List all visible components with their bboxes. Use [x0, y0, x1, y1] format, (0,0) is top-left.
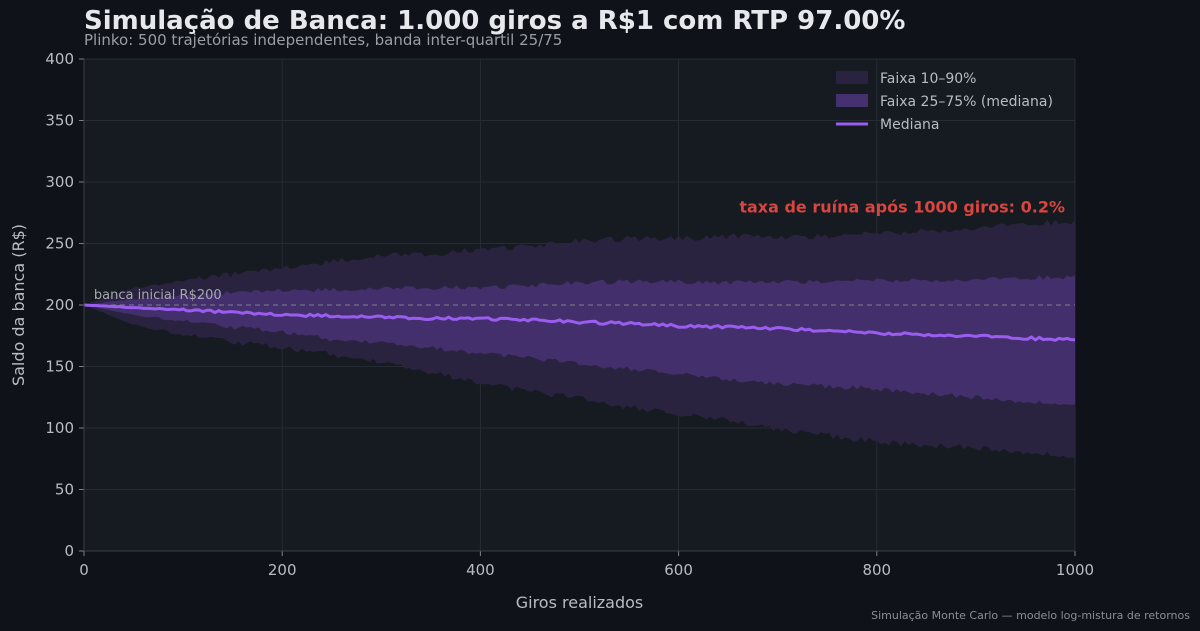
legend-label: Faixa 10–90%: [880, 71, 976, 87]
y-tick-label: 300: [45, 173, 74, 191]
x-axis-title: Giros realizados: [516, 593, 644, 612]
y-tick-label: 350: [45, 112, 74, 130]
y-tick-label: 0: [64, 542, 74, 560]
reference-line-label: banca inicial R$200: [94, 288, 222, 303]
median-line: [83, 303, 1076, 342]
legend-label: Faixa 25–75% (mediana): [880, 94, 1053, 110]
chart-title: Simulação de Banca: 1.000 giros a R$1 co…: [84, 6, 906, 36]
y-tick-label: 250: [45, 235, 74, 253]
y-axis-title: Saldo da banca (R$): [9, 224, 28, 386]
legend-label: Mediana: [880, 117, 940, 133]
x-tick-label: 0: [79, 561, 89, 579]
band-25-75: [84, 275, 1075, 406]
chart-subtitle: Plinko: 500 trajetórias independentes, b…: [84, 31, 563, 49]
x-tick-label: 600: [664, 561, 693, 579]
x-tick-label: 400: [466, 561, 495, 579]
y-tick-label: 400: [45, 50, 74, 68]
ruin-rate-annotation: taxa de ruína após 1000 giros: 0.2%: [739, 198, 1065, 217]
x-tick-label: 200: [268, 561, 297, 579]
footer-note: Simulação Monte Carlo — modelo log-mistu…: [871, 609, 1190, 622]
y-tick-label: 200: [45, 296, 74, 314]
y-tick-label: 50: [55, 481, 74, 499]
legend-swatch: [836, 71, 868, 84]
x-tick-label: 1000: [1056, 561, 1094, 579]
y-tick-label: 150: [45, 358, 74, 376]
x-tick-label: 800: [862, 561, 891, 579]
y-tick-label: 100: [45, 419, 74, 437]
legend-swatch: [836, 94, 868, 107]
